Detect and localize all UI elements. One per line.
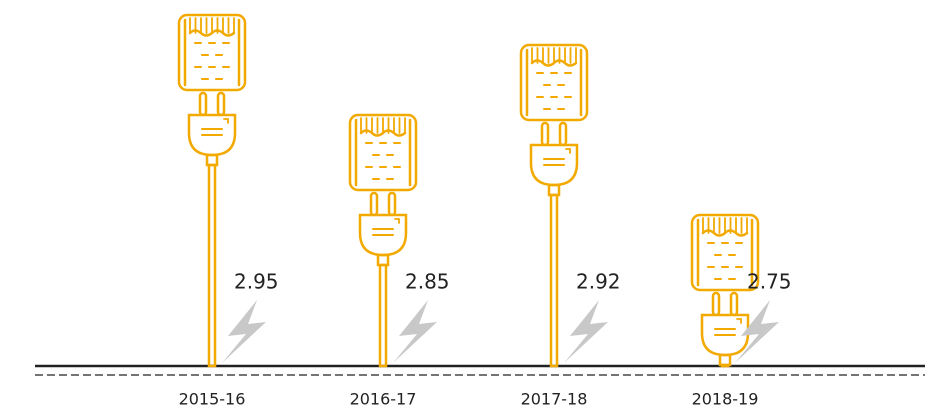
body-mark xyxy=(223,118,229,124)
prong xyxy=(729,291,739,317)
coil-wave xyxy=(701,229,749,237)
coil-wave xyxy=(359,129,407,137)
prong xyxy=(540,121,550,147)
cord xyxy=(378,263,388,368)
plug-coil xyxy=(177,13,247,92)
plug-coil xyxy=(348,113,418,192)
prong xyxy=(198,91,208,117)
lightning xyxy=(564,300,608,363)
body-mark xyxy=(736,318,742,324)
plug-coil xyxy=(690,213,760,292)
plug xyxy=(690,213,760,368)
prong xyxy=(711,291,721,317)
plug-coil xyxy=(519,43,589,122)
plug-neck xyxy=(376,253,390,267)
plug-neck xyxy=(547,183,561,197)
value-label: 2.85 xyxy=(405,270,450,294)
prong xyxy=(216,91,226,117)
lightning xyxy=(393,300,437,363)
value-label: 2.75 xyxy=(747,270,792,294)
x-tick-label: 2017-18 xyxy=(521,390,588,409)
plug-neck xyxy=(718,353,732,367)
coil-wave xyxy=(188,29,236,37)
prong xyxy=(558,121,568,147)
value-label: 2.92 xyxy=(576,270,621,294)
cord xyxy=(207,163,217,368)
plug xyxy=(348,113,418,368)
x-tick-label: 2018-19 xyxy=(692,390,759,409)
plug xyxy=(519,43,589,368)
body-mark xyxy=(565,148,571,154)
coil-wave xyxy=(530,59,578,67)
lightning xyxy=(222,300,266,363)
x-tick-label: 2016-17 xyxy=(350,390,417,409)
x-tick-label: 2015-16 xyxy=(179,390,246,409)
plug-neck xyxy=(205,153,219,167)
prong xyxy=(369,191,379,217)
cord xyxy=(720,363,730,368)
cord xyxy=(549,193,559,368)
value-label: 2.95 xyxy=(234,270,279,294)
body-mark xyxy=(394,218,400,224)
plug xyxy=(177,13,247,368)
prong xyxy=(387,191,397,217)
lightning xyxy=(735,300,779,363)
